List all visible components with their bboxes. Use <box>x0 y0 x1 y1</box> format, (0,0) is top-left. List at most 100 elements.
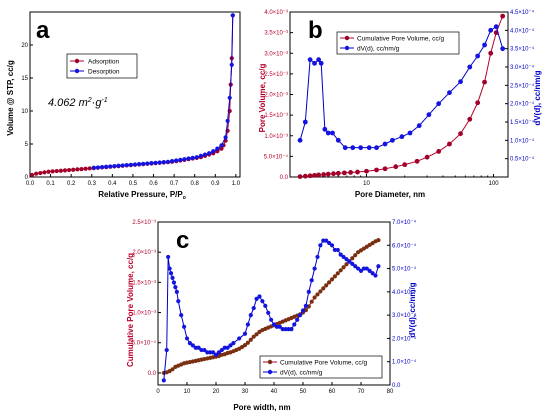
panel-a-series-0-line <box>31 15 234 176</box>
panel-c-chart: c 0 10 20 30 40 50 60 70 800.05.0×10⁻⁴1.0×10⁻³1.… <box>126 219 417 412</box>
panel-b-series-1-point <box>322 126 328 132</box>
panel-a-series-1-point <box>219 143 224 148</box>
panel-c-xtick-label: 80 <box>387 389 394 395</box>
panel-b-series <box>297 13 506 179</box>
panel-b-series-0-point <box>335 170 341 176</box>
panel-c-series-1-point <box>199 347 204 353</box>
panel-a-series-1-point <box>149 161 154 166</box>
panel-c-series-0-point <box>376 238 381 243</box>
panel-b-series-1-point <box>407 130 413 136</box>
panel-b-xlabel: Pore Diameter, nm <box>355 190 425 199</box>
panel-a-ytick-label: 20 <box>21 43 28 49</box>
panel-c-y2tick-label: 6.0×10⁻⁴ <box>392 242 417 249</box>
panel-c-series-0-point <box>309 299 314 304</box>
panel-c-legend: Cumulative Pore Volume, cc/g dV(d), cc/n… <box>259 355 383 379</box>
panel-a-series-1-point <box>108 164 113 169</box>
panel-b-ytick-label: 2.5×10⁻³ <box>264 72 288 78</box>
panel-c-series-1-point <box>245 322 250 327</box>
panel-b-letter: b <box>308 17 323 44</box>
panel-c-xtick-label: 40 <box>271 389 278 395</box>
panel-a-series-1-point <box>190 155 195 160</box>
panel-c-series-1-point <box>332 247 337 253</box>
panel-c-ylabel: Cumulative Pore Volume, cc/g <box>126 253 135 367</box>
panel-c-series-1-point <box>228 343 233 348</box>
panel-c-series-1-point <box>321 238 326 243</box>
legend-label-c-cumulative: Cumulative Pore Volume, cc/g <box>280 360 367 367</box>
panel-b-series-0-point <box>447 141 452 147</box>
panel-b-series-0-point <box>393 164 399 170</box>
panel-c-series-1-point <box>277 324 282 329</box>
panel-b-series-1-point <box>366 145 372 151</box>
panel-a-series-1-point <box>230 13 235 18</box>
legend-label-adsorption: Adsorption <box>88 59 119 66</box>
panel-c-series-1-point <box>271 322 277 327</box>
panel-c-xtick-label: 70 <box>358 389 365 395</box>
legend-swatch-c-cumulative-marker <box>267 359 273 365</box>
panel-b-series-0-point <box>331 171 336 177</box>
legend-swatch-b-dvd-marker <box>344 45 350 51</box>
panel-a-series-1-point <box>120 163 125 168</box>
panel-c-series-1-point <box>356 266 361 271</box>
panel-a-xtick-label: 0.9 <box>211 181 220 187</box>
panel-c-y2label: dV(d), cc/nm/g <box>408 282 417 337</box>
panel-b-series-0-point <box>414 158 420 164</box>
panel-c-series-1-point <box>338 252 343 257</box>
panel-c-series-1-point <box>179 313 184 318</box>
panel-c-series-0-point <box>324 283 329 288</box>
panel-a-series-1-point <box>169 159 175 164</box>
panel-c-xtick-label: 10 <box>184 389 191 395</box>
legend-swatch-adsorption-marker <box>74 58 80 64</box>
panel-b-series-1-point <box>390 137 395 143</box>
panel-c-ytick-label: 2.5×10⁻³ <box>132 220 156 226</box>
panel-a-series-1-point <box>132 162 138 167</box>
panel-b-ticks: 10 100 0.0 5.0×10⁻⁴ 1.0×10⁻³ 1.5×10⁻³ 2.0×10⁻³… <box>264 9 535 187</box>
panel-b-y2tick-label: 3.5×10⁻⁴ <box>510 46 535 53</box>
panel-b-series-1-point <box>335 137 341 143</box>
panel-b-series-0-line <box>300 15 504 178</box>
panel-a-series-1-point <box>227 95 232 100</box>
panel-c-series-1-point <box>202 347 207 353</box>
panel-c-series-1-point <box>161 378 166 383</box>
panel-a-series-0-point <box>79 166 84 172</box>
panel-c-series-1-point <box>254 296 259 301</box>
panel-c-ytick-label: 2.0×10⁻³ <box>132 250 156 256</box>
legend-swatch-c-dvd-marker <box>267 369 273 375</box>
panel-c-y2tick-label: 0.0 <box>392 383 401 389</box>
panel-b-ytick-label: 2.0×10⁻³ <box>264 93 288 99</box>
panel-a-series-1-point <box>137 162 142 167</box>
panel-b-series-0-point <box>488 50 494 56</box>
panel-a-series-1-point <box>207 151 212 156</box>
panel-c-series-0-point <box>245 340 250 345</box>
panel-b-ytick-label: 4.0×10⁻³ <box>264 10 288 16</box>
panel-a-xtick-label: 0.2 <box>67 181 76 187</box>
panel-c-series-1-point <box>237 336 242 341</box>
panel-b-series-1-point <box>482 42 487 48</box>
panel-a-series-1-point <box>112 164 117 169</box>
panel-a-series-1-point <box>215 146 220 151</box>
panel-b-series-0-point <box>382 166 388 172</box>
panel-c-ytick-label: 5.0×10⁻⁴ <box>132 340 157 347</box>
panel-c-series-1-point <box>298 313 303 318</box>
panel-a-series-1-point <box>178 157 183 162</box>
panel-b-series-1-point <box>436 101 442 107</box>
panel-c-ticks: 0 10 20 30 40 50 60 70 800.05.0×10⁻⁴1.0×10⁻³1.5×… <box>132 219 417 395</box>
panel-a-letter: a <box>36 17 50 44</box>
panel-a-ytick-label: 0 <box>25 175 29 181</box>
panel-b-series-0-point <box>482 79 487 85</box>
panel-c-series-1-point <box>309 278 314 283</box>
panel-b-y2tick-label: 4.0×10⁻⁴ <box>510 27 535 34</box>
panel-a-series-1-point <box>161 160 166 165</box>
panel-c-series-1-point <box>216 350 221 355</box>
panel-a-series-0-point <box>71 167 76 172</box>
panel-b-series-1-point <box>399 134 405 140</box>
panel-b-series-0-point <box>467 116 473 122</box>
panel-b-series-1-point <box>447 90 452 96</box>
panel-a-series-1-point <box>91 165 96 170</box>
panel-b-y2label: dV(d), cc/nm/g <box>533 70 542 125</box>
panel-c-xtick-label: 20 <box>213 389 220 395</box>
panel-c-series-1-point <box>190 343 195 348</box>
panel-a-xtick-label: 0.3 <box>88 181 97 187</box>
panel-c-series-1-point <box>327 240 332 246</box>
panel-b-ytick-label: 0.0 <box>280 175 289 181</box>
panel-a-series-1-point <box>225 118 230 123</box>
